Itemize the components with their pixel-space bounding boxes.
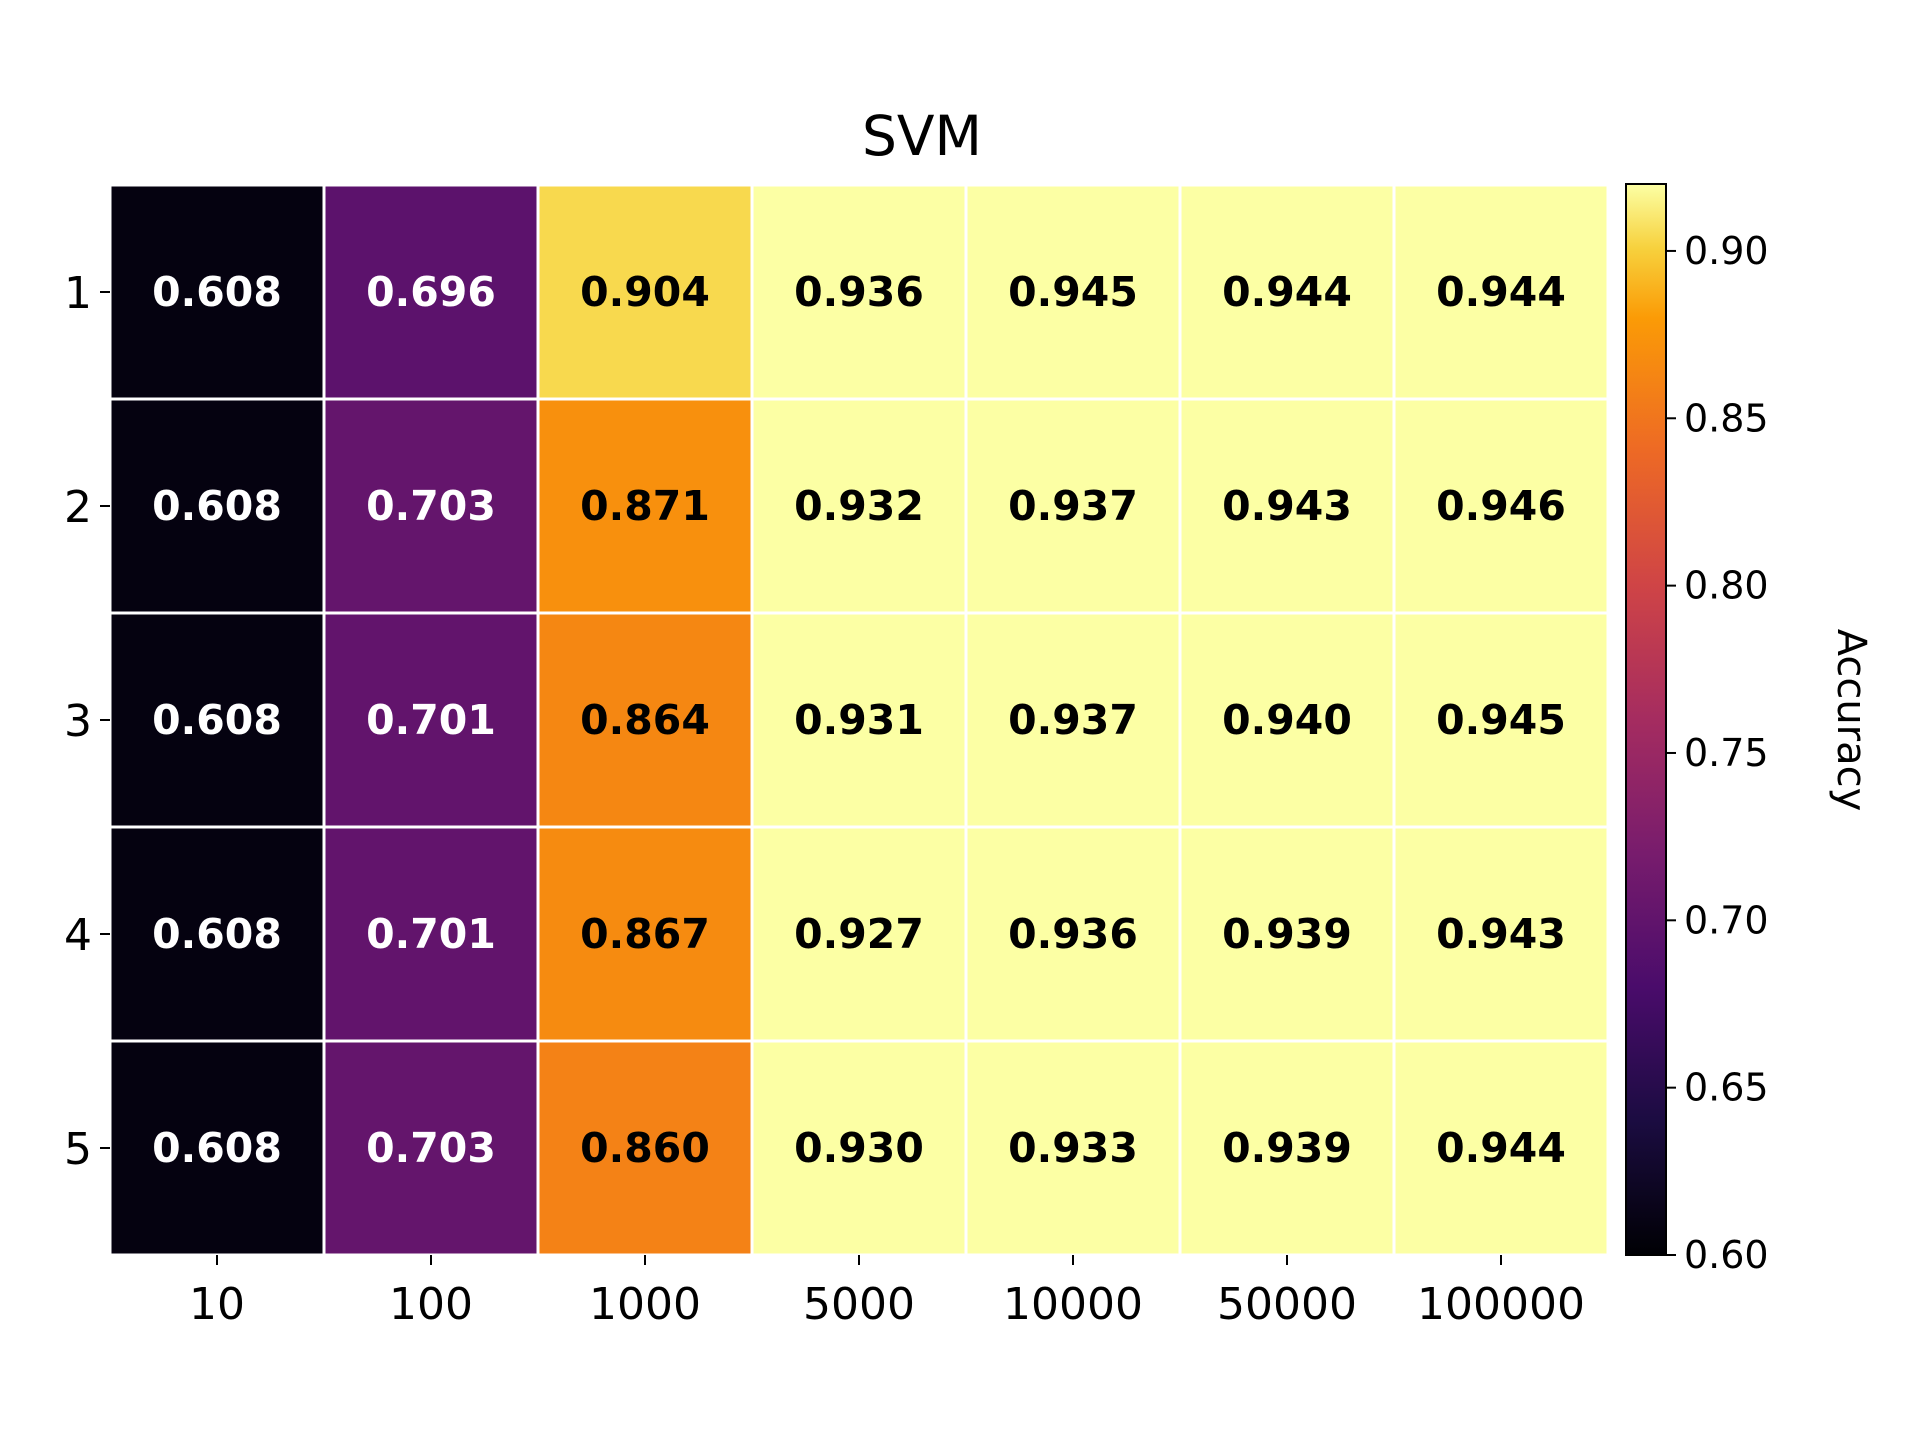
cell-value-label: 0.701 [366, 696, 496, 744]
heatmap-cell [111, 614, 323, 826]
colorbar-ticks: 0.60 0.65 0.70 0.75 0.80 0.85 0.90 [1666, 229, 1769, 1277]
x-tick-label: 50000 [1217, 1279, 1357, 1330]
cell-value-label: 0.932 [794, 482, 924, 530]
heatmap-cell [325, 400, 537, 612]
heatmap-cell [967, 400, 1179, 612]
heatmap-cell [753, 614, 965, 826]
heatmap-cell [111, 828, 323, 1040]
y-tick-label: 4 [64, 910, 92, 961]
cell-value-label: 0.931 [794, 696, 924, 744]
heatmap-cell [1395, 828, 1607, 1040]
heatmap-cell [111, 1042, 323, 1254]
colorbar-tick-label: 0.65 [1684, 1066, 1769, 1110]
colorbar-gradient [1625, 183, 1667, 1256]
cell-value-label: 0.939 [1222, 1124, 1352, 1172]
heatmap-cell [1395, 1042, 1607, 1254]
cell-value-label: 0.703 [366, 1124, 496, 1172]
heatmap-cell [325, 828, 537, 1040]
colorbar-tick-label: 0.60 [1684, 1233, 1769, 1277]
cell-value-label: 0.703 [366, 482, 496, 530]
cell-value-label: 0.937 [1008, 482, 1138, 530]
colorbar-tick-label: 0.75 [1684, 731, 1769, 775]
colorbar-tick-label: 0.80 [1684, 564, 1769, 608]
heatmap-cells: 0.608 0.696 0.904 0.936 0.945 0.944 0.944 0.608… [108, 183, 1610, 1257]
x-tick-label: 100 [389, 1279, 473, 1330]
heatmap-cell [325, 1042, 537, 1254]
cell-value-label: 0.608 [152, 910, 282, 958]
y-tick-label: 5 [64, 1124, 92, 1175]
heatmap-cell [967, 614, 1179, 826]
colorbar: 0.60 0.65 0.70 0.75 0.80 0.85 0.90 Accuracy [1625, 183, 1874, 1277]
cell-value-label: 0.608 [152, 696, 282, 744]
heatmap-cell [753, 828, 965, 1040]
chart-title: SVM [862, 104, 982, 168]
cell-value-label: 0.936 [794, 268, 924, 316]
cell-value-label: 0.940 [1222, 696, 1352, 744]
cell-value-label: 0.944 [1436, 1124, 1566, 1172]
heatmap-cell [325, 186, 537, 398]
heatmap-cell [111, 186, 323, 398]
cell-value-label: 0.933 [1008, 1124, 1138, 1172]
x-tick-label: 5000 [803, 1279, 915, 1330]
heatmap-cell [967, 186, 1179, 398]
heatmap-cell [1395, 614, 1607, 826]
heatmap-cell [539, 614, 751, 826]
cell-value-label: 0.944 [1436, 268, 1566, 316]
heatmap-cell [325, 614, 537, 826]
cell-value-label: 0.930 [794, 1124, 924, 1172]
heatmap-cell [967, 1042, 1179, 1254]
cell-value-label: 0.937 [1008, 696, 1138, 744]
heatmap-cell [1181, 1042, 1393, 1254]
y-tick-label: 1 [64, 268, 92, 319]
cell-value-label: 0.608 [152, 1124, 282, 1172]
cell-value-label: 0.945 [1008, 268, 1138, 316]
cell-value-label: 0.871 [580, 482, 710, 530]
heatmap-cell [1181, 186, 1393, 398]
heatmap-cell [753, 1042, 965, 1254]
cell-value-label: 0.867 [580, 910, 710, 958]
cell-value-label: 0.608 [152, 482, 282, 530]
heatmap-cell [1181, 828, 1393, 1040]
cell-value-label: 0.860 [580, 1124, 710, 1172]
heatmap-cell [111, 400, 323, 612]
cell-value-label: 0.945 [1436, 696, 1566, 744]
x-tick-label: 10000 [1003, 1279, 1143, 1330]
x-tick-label: 1000 [589, 1279, 701, 1330]
heatmap-cell [753, 186, 965, 398]
colorbar-label: Accuracy [1828, 629, 1874, 812]
cell-value-label: 0.943 [1222, 482, 1352, 530]
x-tick-label: 100000 [1417, 1279, 1585, 1330]
cell-value-label: 0.946 [1436, 482, 1566, 530]
y-tick-label: 2 [64, 482, 92, 533]
y-axis: 1 2 3 4 5 [64, 268, 110, 1175]
heatmap-cell [539, 828, 751, 1040]
cell-value-label: 0.927 [794, 910, 924, 958]
cell-value-label: 0.696 [366, 268, 496, 316]
x-axis: 10 100 1000 5000 10000 50000 100000 [189, 1255, 1585, 1330]
heatmap-cell [967, 828, 1179, 1040]
heatmap-cell [1395, 186, 1607, 398]
colorbar-tick-label: 0.90 [1684, 229, 1769, 273]
heatmap-cell [1395, 400, 1607, 612]
heatmap-cell [1181, 400, 1393, 612]
heatmap-cell [539, 1042, 751, 1254]
colorbar-tick-label: 0.70 [1684, 898, 1769, 942]
heatmap-cell [753, 400, 965, 612]
x-tick-label: 10 [189, 1279, 245, 1330]
colorbar-tick-label: 0.85 [1684, 396, 1769, 440]
heatmap-cell [539, 400, 751, 612]
cell-value-label: 0.943 [1436, 910, 1566, 958]
cell-value-label: 0.939 [1222, 910, 1352, 958]
y-tick-label: 3 [64, 696, 92, 747]
cell-value-label: 0.608 [152, 268, 282, 316]
heatmap-cell [539, 186, 751, 398]
cell-value-label: 0.904 [580, 268, 710, 316]
heatmap-cell [1181, 614, 1393, 826]
cell-value-label: 0.701 [366, 910, 496, 958]
cell-value-label: 0.944 [1222, 268, 1352, 316]
cell-value-label: 0.864 [580, 696, 710, 744]
cell-value-label: 0.936 [1008, 910, 1138, 958]
